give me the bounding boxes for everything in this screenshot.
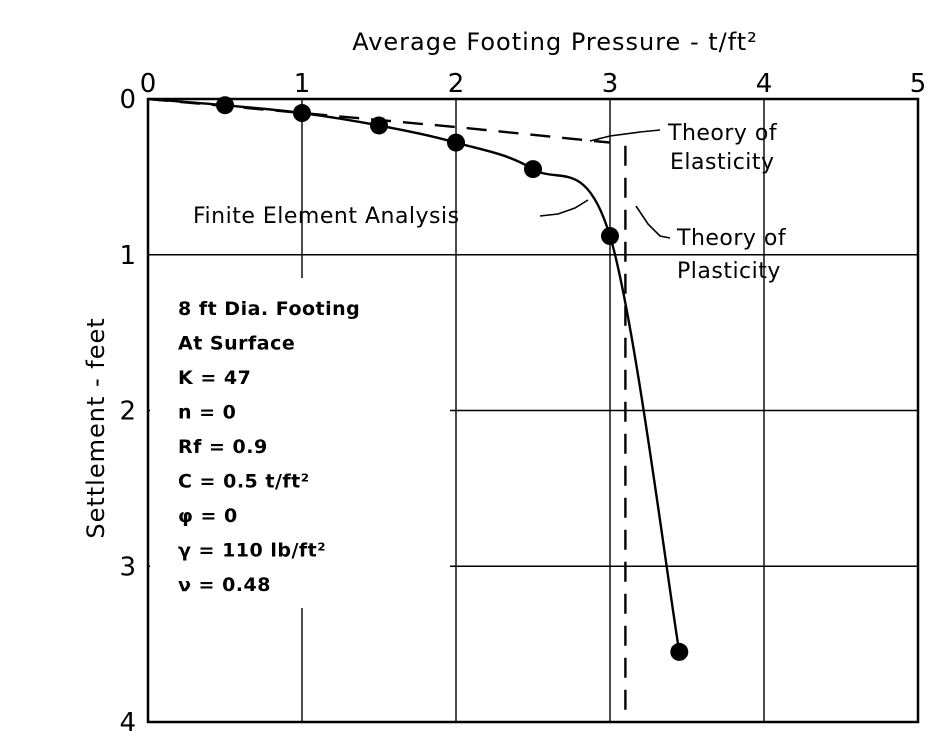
fea-leader (539, 199, 589, 217)
parameter-list: 8 ft Dia. Footing At Surface K = 47 n = 0 Rf… (178, 298, 360, 596)
y-tick-label: 3 (119, 552, 136, 582)
parameter-line: φ = 0 (178, 505, 238, 527)
parameter-line: ν = 0.48 (178, 574, 271, 596)
series-theory-of-elasticity (147, 97, 611, 144)
data-point (601, 227, 619, 246)
parameter-line: γ = 110 lb/ft² (178, 540, 326, 562)
x-axis-title: Average Footing Pressure - t/ft² (352, 28, 758, 56)
plasticity-label-line1: Theory of (676, 226, 787, 251)
y-tick-label: 4 (119, 708, 136, 738)
tick-labels: 0 1 2 3 4 5 0 1 2 3 4 (119, 69, 926, 738)
plot-frame (146, 97, 920, 724)
parameter-backdrop (150, 278, 450, 608)
parameter-line: C = 0.5 t/ft² (178, 471, 310, 493)
y-tick-label: 1 (119, 241, 136, 271)
data-point (524, 160, 542, 179)
x-tick-label: 0 (140, 69, 157, 99)
parameter-line: At Surface (178, 333, 295, 355)
plasticity-leader (635, 205, 671, 239)
parameter-line: n = 0 (178, 402, 236, 424)
y-tick-label: 0 (119, 85, 136, 115)
y-axis-title: Settlement - feet (82, 317, 110, 538)
elasticity-label-line2: Elasticity (670, 150, 775, 175)
dashed-line (147, 97, 611, 144)
data-point (670, 642, 689, 661)
x-tick-label: 5 (910, 69, 927, 99)
x-tick-label: 1 (294, 69, 311, 99)
parameter-line: 8 ft Dia. Footing (178, 298, 360, 320)
x-tick-label: 3 (602, 69, 619, 99)
parameter-line: K = 47 (178, 367, 251, 389)
elasticity-leader (589, 129, 661, 142)
parameter-line: Rf = 0.9 (178, 436, 268, 458)
annotations: Theory of Elasticity Finite Element Anal… (193, 121, 787, 284)
fea-label: Finite Element Analysis (193, 204, 460, 229)
x-tick-label: 4 (756, 69, 773, 99)
y-tick-label: 2 (119, 397, 136, 427)
elasticity-label-line1: Theory of (667, 121, 778, 146)
data-point (447, 133, 465, 152)
x-tick-label: 2 (448, 69, 465, 99)
data-point (293, 104, 311, 123)
plasticity-label-line2: Plasticity (677, 259, 781, 284)
series-layer (147, 96, 689, 722)
grid (148, 99, 918, 722)
